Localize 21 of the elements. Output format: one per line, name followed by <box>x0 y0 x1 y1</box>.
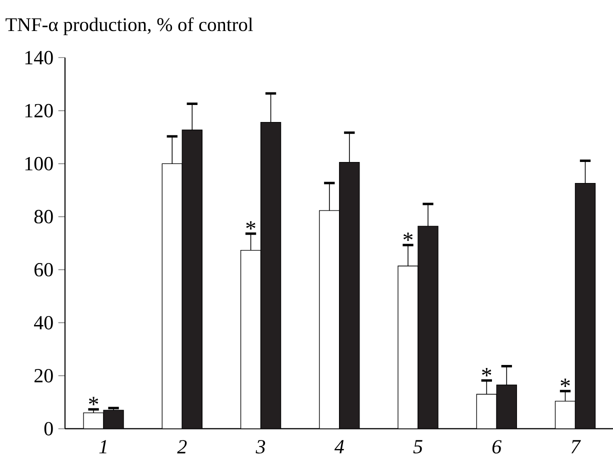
y-tick-label: 0 <box>44 422 53 436</box>
annotation: * <box>403 232 413 241</box>
x-tick-label: 3 <box>256 440 266 454</box>
x-tick-label: 1 <box>99 440 106 454</box>
y-tick-label: 20 <box>34 368 53 382</box>
x-tick-label: 7 <box>571 440 581 454</box>
annotation: * <box>482 368 492 376</box>
x-tick-label: 2 <box>177 440 187 454</box>
y-tick-label: 80 <box>34 210 53 224</box>
annotation: * <box>88 396 98 406</box>
y-tick-label: 100 <box>25 156 53 170</box>
y-tick-label: 120 <box>25 104 53 118</box>
annotation: * <box>560 378 570 387</box>
x-tick-label: 5 <box>413 440 422 454</box>
y-tick-label: 40 <box>34 316 53 330</box>
x-tick-label: 6 <box>492 440 502 454</box>
annotation: * <box>246 221 256 230</box>
y-axis-title: TNF-α production, % of control <box>6 17 253 36</box>
y-tick-label: 60 <box>34 262 53 276</box>
x-tick-label: 4 <box>334 440 344 454</box>
y-tick-label: 140 <box>25 50 53 64</box>
